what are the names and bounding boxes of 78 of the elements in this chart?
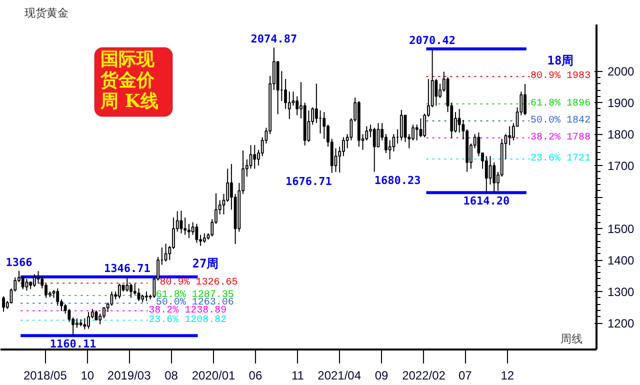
candlestick: [137, 288, 140, 302]
candlestick: [145, 291, 148, 302]
candlestick: [56, 288, 60, 306]
candlestick: [372, 127, 376, 172]
candlestick: [226, 168, 230, 202]
y-tick-label: 1400: [608, 254, 635, 268]
candlestick: [314, 83, 318, 124]
candlestick: [412, 124, 414, 141]
candlestick: [484, 156, 488, 194]
x-tick-label: 09: [374, 368, 389, 382]
chart-title: 现货黄金: [24, 6, 68, 20]
series-label: 23.6% 1721: [530, 153, 591, 164]
series-label: 50.0% 1842: [530, 115, 591, 126]
candlestick: [284, 78, 287, 110]
candlestick: [83, 318, 86, 330]
candlestick: [32, 274, 36, 288]
candlestick: [400, 109, 403, 141]
y-tick-label: 1200: [608, 316, 635, 331]
candlestick: [202, 232, 206, 244]
annotation: 18周: [547, 54, 574, 68]
annotation: 周线: [560, 332, 582, 346]
annotation: 2074.87: [250, 32, 298, 46]
x-tick-label: 2019/03: [107, 368, 152, 382]
annotation: 国际现货金价周 K线: [100, 49, 158, 112]
annotation: 1680.23: [374, 174, 421, 187]
annotation: 2070.42: [409, 34, 456, 47]
y-tick-label: 2000: [608, 64, 635, 79]
x-tick-label: 06: [248, 368, 262, 382]
y-tick-label: 1800: [608, 128, 635, 142]
annotation: 1614.20: [463, 194, 510, 208]
annotation: 1346.71: [104, 262, 151, 275]
candlestick: [184, 217, 187, 236]
candlestick: [187, 223, 190, 239]
series-label: 80.9% 1983: [530, 70, 591, 82]
x-tick-label: 11: [291, 368, 304, 382]
candlestick: [180, 210, 183, 234]
x-tick-label: 2018/05: [24, 368, 68, 382]
candlestick: [21, 275, 24, 290]
series-label: 38.2% 1788: [530, 132, 591, 144]
candlestick: [296, 96, 299, 116]
annotation: 1676.71: [286, 174, 332, 188]
candlestick: [126, 276, 129, 292]
series-label: 61.8% 1896: [530, 98, 591, 110]
x-tick-label: 08: [164, 368, 178, 382]
candlestick: [195, 223, 198, 244]
candlestick: [2, 296, 5, 312]
x-tick-label: 2022/02: [402, 368, 446, 382]
series-label: 23.6% 1208.82: [148, 314, 227, 326]
y-tick-label: 1700: [608, 159, 635, 174]
annotation: 27周: [192, 256, 219, 270]
x-tick-label: 12: [500, 368, 514, 382]
candlestick: [508, 126, 512, 146]
candlestick: [36, 270, 40, 284]
candlestick: [118, 283, 121, 299]
candlestick: [322, 112, 326, 140]
candlestick: [524, 84, 526, 116]
candlestick: [288, 91, 291, 120]
y-tick-label: 1500: [608, 222, 635, 236]
annotation: 1366: [6, 256, 33, 269]
x-tick-label: 10: [80, 368, 94, 382]
candlestick: [130, 283, 132, 298]
y-tick-label: 1300: [608, 285, 635, 300]
candlestick: [292, 91, 295, 106]
candlestick: [68, 308, 71, 322]
y-tick-label: 1900: [608, 96, 635, 110]
candlestick: [25, 278, 28, 292]
candlestick: [434, 78, 438, 106]
x-tick-label: 2021/04: [318, 368, 362, 382]
x-tick-label: 07: [458, 368, 472, 382]
x-tick-label: 2020/01: [192, 368, 236, 382]
candlestick: [75, 318, 78, 328]
candlestick: [253, 144, 256, 170]
candlestick: [94, 310, 98, 320]
candlestick: [87, 312, 90, 330]
candlestick: [342, 136, 345, 157]
candlestick: [307, 110, 310, 142]
annotation: 1160.11: [50, 338, 97, 351]
series-label: 80.9% 1326.65: [160, 278, 238, 289]
